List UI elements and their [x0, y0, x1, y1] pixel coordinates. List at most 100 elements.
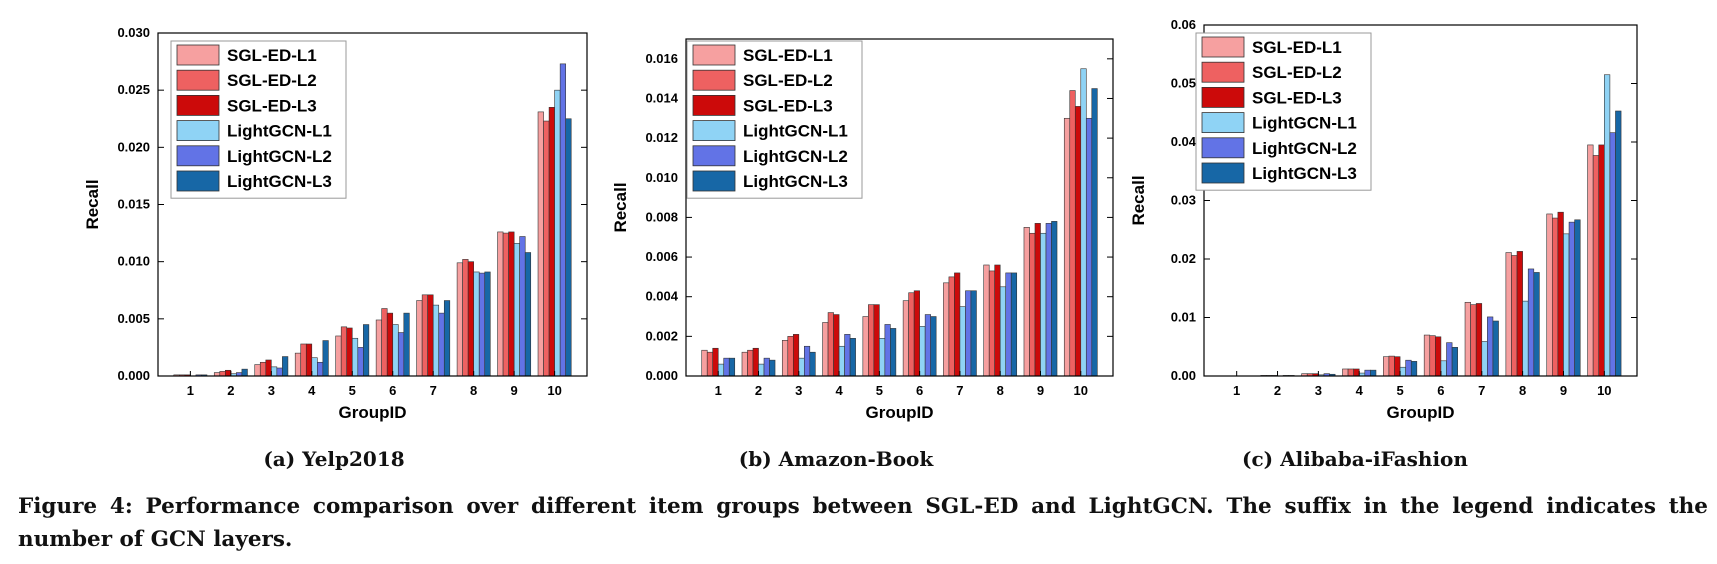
x-tick-label: 9	[1037, 383, 1044, 398]
bar-lightgcn-l3-group-4	[1370, 369, 1377, 377]
bar-lightgcn-l2-group-3	[803, 345, 811, 377]
bar-sgl-ed-l2-group-9	[1029, 232, 1036, 377]
x-tick-label: 6	[916, 383, 923, 398]
bar-sgl-ed-l3-group-6	[386, 312, 394, 377]
legend-swatch-lightgcn-l2	[1201, 137, 1245, 159]
bar-sgl-ed-l3-group-4	[305, 343, 313, 377]
y-tick-label: 0.000	[117, 368, 150, 383]
bar-lightgcn-l2-group-10	[559, 63, 566, 377]
x-tick-label: 10	[547, 383, 561, 398]
bar-sgl-ed-l1-group-5	[862, 316, 869, 377]
bar-sgl-ed-l1-group-1	[701, 349, 708, 377]
bar-lightgcn-l3-group-7	[443, 300, 451, 377]
bar-sgl-ed-l1-group-4	[1342, 368, 1349, 377]
y-tick-label: 0.015	[117, 197, 150, 212]
bar-lightgcn-l1-group-9	[1040, 232, 1047, 377]
bar-lightgcn-l2-group-7	[438, 312, 445, 377]
y-tick-label: 0.06	[1171, 17, 1196, 32]
bar-sgl-ed-l1-group-4	[822, 322, 829, 377]
bar-lightgcn-l3-group-3	[282, 356, 289, 377]
y-tick-label: 0.010	[645, 170, 678, 185]
bar-lightgcn-l1-group-7	[959, 306, 966, 377]
bar-sgl-ed-l1-group-3	[254, 364, 261, 377]
bar-sgl-ed-l2-group-5	[868, 304, 875, 377]
legend-swatch-sgl-ed-l3	[1201, 87, 1245, 108]
bar-lightgcn-l3-group-8	[1533, 272, 1540, 377]
y-tick-label: 0.012	[645, 130, 678, 145]
legend-swatch-lightgcn-l2	[692, 145, 736, 167]
bar-lightgcn-l1-group-8	[999, 286, 1007, 377]
bar-lightgcn-l2-group-6	[924, 314, 931, 377]
bar-sgl-ed-l1-group-9	[1023, 227, 1030, 377]
bar-lightgcn-l3-group-10	[1091, 88, 1098, 377]
x-tick-label: 7	[1478, 383, 1485, 398]
bar-sgl-ed-l2-group-5	[1388, 355, 1395, 377]
bar-sgl-ed-l3-group-4	[1353, 368, 1360, 377]
legend-swatch-sgl-ed-l2	[1201, 61, 1245, 83]
x-tick-label: 4	[1356, 383, 1364, 398]
legend-swatch-sgl-ed-l2	[692, 69, 736, 91]
bar-lightgcn-l3-group-4	[322, 340, 329, 377]
bar-lightgcn-l3-group-8	[1010, 272, 1018, 377]
bar-sgl-ed-l3-group-7	[954, 272, 961, 377]
legend-label-sgl-ed-l2: SGL-ED-L2	[227, 71, 317, 90]
x-tick-label: 2	[1274, 383, 1281, 398]
bar-sgl-ed-l1-group-5	[335, 335, 342, 377]
bar-lightgcn-l3-group-6	[1451, 347, 1458, 377]
bar-sgl-ed-l3-group-7	[427, 294, 434, 377]
bar-lightgcn-l2-group-7	[1487, 316, 1494, 377]
y-tick-label: 0.014	[645, 90, 678, 105]
bar-sgl-ed-l1-group-2	[741, 351, 748, 377]
x-tick-label: 4	[308, 383, 316, 398]
bar-sgl-ed-l1-group-10	[1587, 144, 1594, 377]
bar-sgl-ed-l1-group-8	[1505, 252, 1512, 377]
bar-lightgcn-l1-group-6	[392, 324, 399, 377]
bar-lightgcn-l3-group-9	[1574, 219, 1581, 377]
legend-label-sgl-ed-l3: SGL-ED-L3	[743, 96, 833, 115]
bar-sgl-ed-l2-group-7	[421, 294, 428, 377]
chart-panel-yelp2018: 0.000 0.005 0.010 0.015 0.020 0.025 0.030 1 2 3 4 5…	[83, 25, 588, 422]
bar-sgl-ed-l3-group-9	[508, 231, 515, 377]
y-tick-label: 0.03	[1171, 193, 1196, 208]
bar-lightgcn-l2-group-6	[1446, 342, 1453, 377]
bar-lightgcn-l1-group-2	[758, 363, 765, 377]
legend-swatch-sgl-ed-l1	[692, 44, 736, 66]
bar-lightgcn-l2-group-4	[317, 361, 324, 377]
x-tick-label: 6	[1437, 383, 1444, 398]
bar-sgl-ed-l1-group-4	[294, 352, 302, 377]
legend-swatch-lightgcn-l3	[176, 170, 220, 192]
bar-lightgcn-l1-group-4	[311, 357, 318, 377]
y-tick-label: 0.006	[645, 249, 678, 264]
bar-sgl-ed-l1-group-9	[1546, 213, 1553, 377]
bar-lightgcn-l3-group-7	[1492, 320, 1499, 377]
bar-sgl-ed-l2-group-6	[381, 308, 388, 377]
y-tick-label: 0.05	[1171, 76, 1196, 91]
figure-caption: Figure 4: Performance comparison over di…	[18, 494, 1708, 552]
bar-sgl-ed-l3-group-3	[265, 359, 272, 377]
bar-sgl-ed-l2-group-8	[462, 259, 469, 377]
bar-sgl-ed-l3-group-10	[1074, 106, 1082, 377]
x-axis-label: GroupID	[339, 403, 407, 422]
bar-sgl-ed-l2-group-3	[787, 336, 794, 377]
bar-sgl-ed-l2-group-8	[988, 270, 996, 377]
bar-lightgcn-l1-group-7	[1481, 341, 1488, 377]
y-tick-label: 0.010	[117, 254, 150, 269]
bar-sgl-ed-l3-group-8	[467, 261, 474, 377]
bar-lightgcn-l1-group-4	[838, 345, 845, 377]
bar-sgl-ed-l3-group-2	[225, 369, 232, 377]
bar-sgl-ed-l1-group-8	[456, 262, 463, 377]
bar-sgl-ed-l1-group-6	[1423, 334, 1431, 377]
x-tick-label: 8	[1519, 383, 1526, 398]
bar-sgl-ed-l1-group-5	[1383, 356, 1390, 377]
bar-lightgcn-l2-group-9	[519, 236, 526, 377]
bar-sgl-ed-l3-group-9	[1557, 211, 1564, 377]
bar-lightgcn-l1-group-10	[1080, 68, 1087, 377]
x-tick-label: 3	[1315, 383, 1322, 398]
bar-sgl-ed-l2-group-10	[1592, 155, 1600, 377]
y-tick-label: 0.002	[645, 328, 678, 343]
bar-lightgcn-l2-group-4	[844, 334, 851, 377]
bar-sgl-ed-l2-group-10	[1069, 90, 1076, 377]
legend: SGL-ED-L1 SGL-ED-L2 SGL-ED-L3 LightGCN-L1 Li…	[1195, 32, 1372, 191]
chart-panel-amazon-book: 0.000 0.002 0.004 0.006 0.008 0.010 0.012 0.014…	[611, 38, 1114, 422]
